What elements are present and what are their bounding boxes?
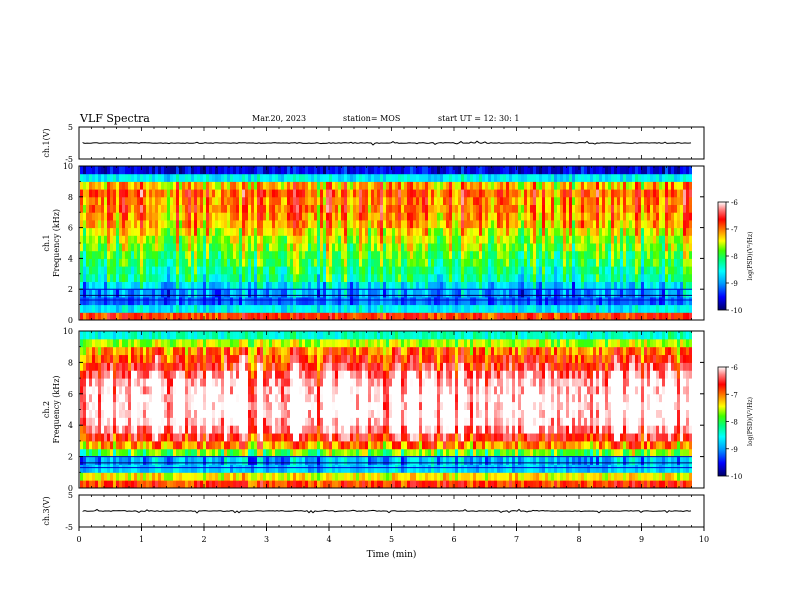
ch2-spectrogram-ytick-label: 10 xyxy=(63,327,73,336)
ch2-spectrogram-colorbar-tick-label: -6 xyxy=(731,364,738,372)
ch1-spectrogram-ytick-label: 0 xyxy=(68,316,73,325)
ch2-spectrogram-ylabel-channel: ch.2 xyxy=(42,401,51,418)
start-time-label: start UT = 12: 30: 1 xyxy=(438,114,520,123)
ch3-waveform-ytick-label: -5 xyxy=(65,523,73,532)
ch1-spectrogram-ytick-label: 8 xyxy=(68,193,73,202)
ch1-spectrogram-ytick-label: 4 xyxy=(68,254,73,263)
ch2-spectrogram-colorbar-label: log(PSD)(V²/Hz) xyxy=(747,397,754,446)
xaxis-tick-label: 5 xyxy=(389,535,394,544)
ch1-spectrogram-ytick-label: 6 xyxy=(68,224,73,233)
ch1-waveform-ytick-label: 5 xyxy=(68,123,73,132)
xaxis-tick-label: 8 xyxy=(576,535,581,544)
xaxis-tick-label: 10 xyxy=(699,535,709,544)
ch1-waveform-ytick-label: -5 xyxy=(65,155,73,164)
ch1-spectrogram-colorbar-tick-label: -8 xyxy=(731,253,738,261)
xaxis-tick-label: 9 xyxy=(639,535,644,544)
ch1-spectrogram-cells xyxy=(80,166,692,321)
ch2-spectrogram-colorbar xyxy=(717,366,727,477)
ch1-spectrogram-ytick-label: 10 xyxy=(63,162,73,171)
ch1-spectrogram-colorbar-label: log(PSD)(V²/Hz) xyxy=(747,232,754,281)
ch1-spectrogram-ylabel-frequency: Frequency (kHz) xyxy=(52,209,61,277)
ch1-spectrogram-colorbar xyxy=(717,201,727,311)
plot-title: VLF Spectra xyxy=(80,112,150,125)
ch2-spectrogram-ytick-label: 8 xyxy=(68,358,73,367)
ch1-spectrogram-colorbar-tick-label: -6 xyxy=(731,199,738,207)
xaxis-tick-label: 3 xyxy=(264,535,269,544)
ch3-waveform-trace xyxy=(82,508,692,514)
xaxis-tick-label: 2 xyxy=(201,535,206,544)
ch2-spectrogram-ytick-label: 2 xyxy=(68,453,73,462)
xaxis-tick-label: 0 xyxy=(76,535,81,544)
ch3-waveform-ytick-label: 5 xyxy=(68,491,73,500)
xaxis-label: Time (min) xyxy=(367,549,417,560)
ch1-spectrogram-colorbar-tick-label: -7 xyxy=(731,226,738,234)
ch2-spectrogram-colorbar-tick-label: -10 xyxy=(731,473,742,481)
ch1-spectrogram-colorbar-tick-label: -10 xyxy=(731,307,742,315)
xaxis-tick-label: 1 xyxy=(139,535,144,544)
xaxis-tick-label: 4 xyxy=(326,535,331,544)
ch2-spectrogram-ytick-label: 4 xyxy=(68,421,73,430)
ch1-spectrogram-ytick-label: 2 xyxy=(68,285,73,294)
ch1-waveform-trace xyxy=(82,140,692,146)
ch2-spectrogram-colorbar-tick-label: -7 xyxy=(731,391,738,399)
ch2-spectrogram-colorbar-tick-label: -8 xyxy=(731,419,738,427)
ch2-spectrogram-colorbar-tick-label: -9 xyxy=(731,446,738,454)
station-label: station= MOS xyxy=(343,114,401,123)
ch1-waveform-ylabel: ch.1(V) xyxy=(42,128,51,157)
ch2-spectrogram-cells xyxy=(80,331,692,489)
ch2-spectrogram-ylabel-frequency: Frequency (kHz) xyxy=(52,375,61,443)
ch2-spectrogram-ytick-label: 0 xyxy=(68,484,73,493)
ch1-spectrogram-ylabel-channel: ch.1 xyxy=(42,234,51,251)
ch3-waveform-ylabel: ch.3(V) xyxy=(42,496,51,525)
ch2-spectrogram-ytick-label: 6 xyxy=(68,390,73,399)
date-label: Mar.20, 2023 xyxy=(252,114,307,123)
xaxis-tick-label: 6 xyxy=(451,535,456,544)
ch1-spectrogram-colorbar-tick-label: -9 xyxy=(731,280,738,288)
xaxis-tick-label: 7 xyxy=(514,535,519,544)
